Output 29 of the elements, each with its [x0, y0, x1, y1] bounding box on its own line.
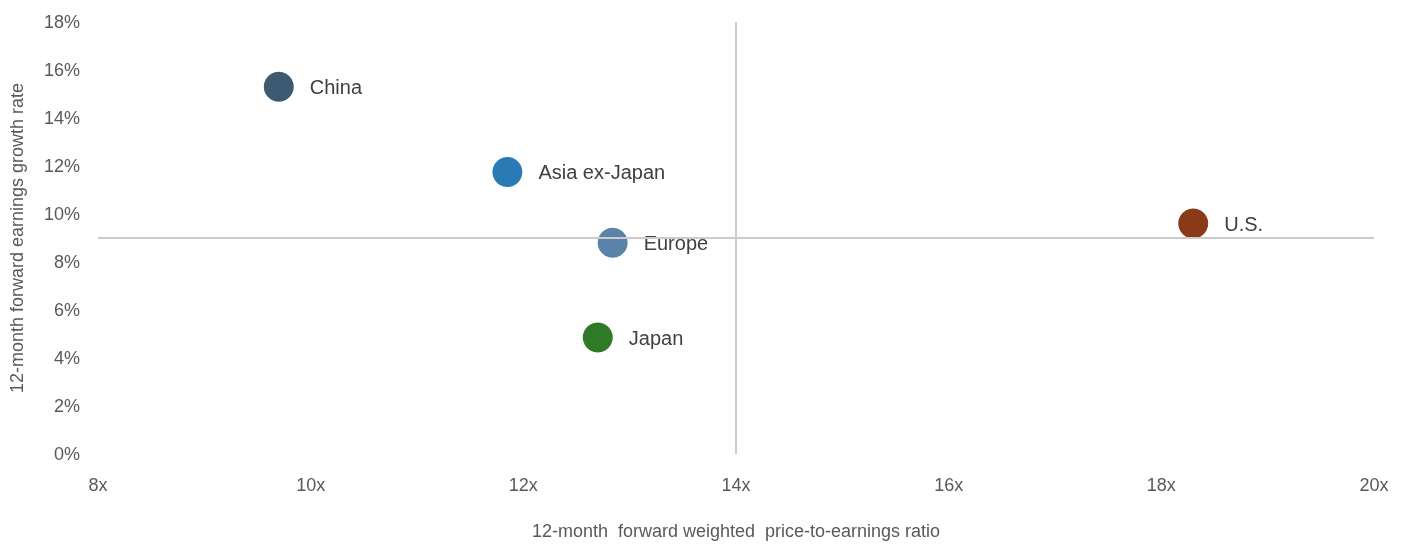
x-tick-label: 12x	[508, 475, 538, 495]
series-label: Japan	[628, 326, 684, 349]
y-tick-label: 12%	[43, 156, 80, 176]
point	[492, 157, 523, 187]
y-tick-label: 18%	[43, 12, 80, 32]
y-tick-label: 6%	[53, 300, 80, 320]
y-tick-label: 16%	[43, 60, 80, 80]
x-tick-label: 20x	[1359, 475, 1389, 495]
point	[597, 227, 628, 258]
series-label: U.S.	[1224, 212, 1264, 235]
x-tick-label: 14x	[721, 475, 751, 495]
x-tick-label: 10x	[296, 475, 326, 495]
x-tick-label: 8x	[88, 475, 108, 495]
y-tick-label: 0%	[53, 444, 80, 464]
x-axis-title: 12-month forward weighted price-to-earnings ratio	[531, 521, 941, 541]
y-tick-label: 14%	[43, 108, 80, 128]
y-tick-label: 8%	[53, 252, 80, 272]
point	[263, 71, 294, 102]
y-tick-label: 2%	[53, 396, 80, 416]
x-tick-label: 16x	[934, 475, 964, 495]
y-tick-label: 4%	[53, 348, 80, 368]
series-label: China	[309, 75, 363, 98]
y-tick-label: 10%	[43, 204, 80, 224]
series-label: Asia ex-Japan	[538, 161, 666, 183]
point	[582, 322, 613, 353]
x-tick-label: 18x	[1146, 475, 1176, 495]
point	[1178, 208, 1209, 239]
y-axis-title: 12-month forward earnings growth rate	[7, 82, 27, 394]
series-label: Europe	[643, 231, 709, 254]
